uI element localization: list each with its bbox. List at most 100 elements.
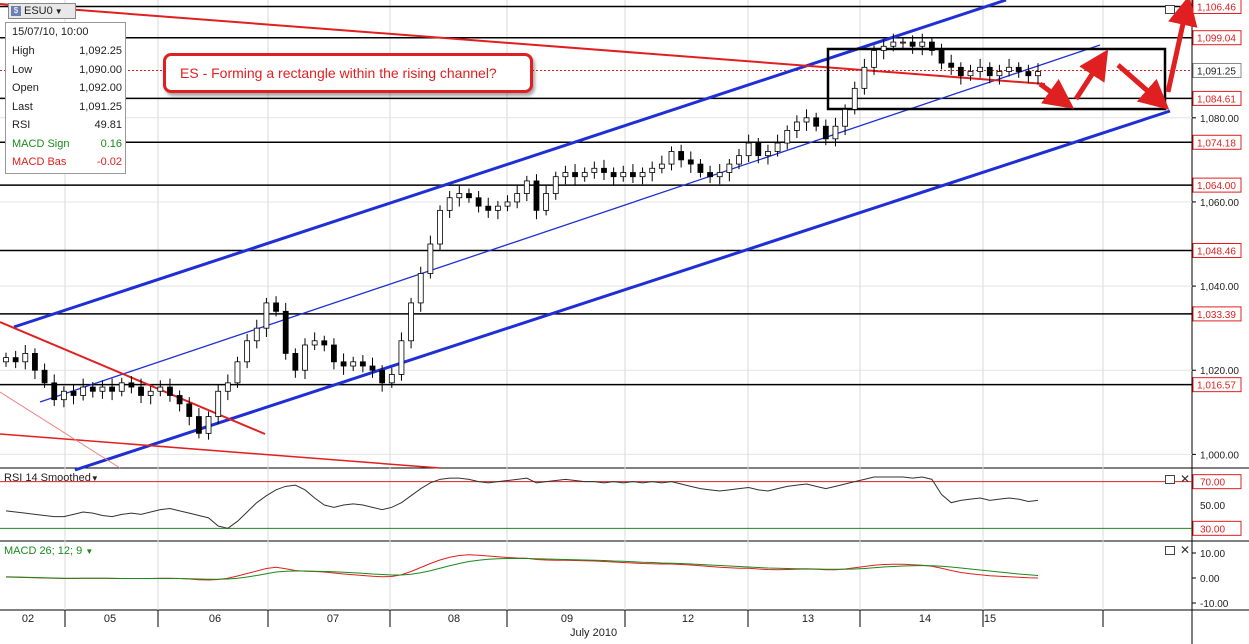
x-tick-label: 12 [682, 613, 694, 625]
candle-body [359, 361, 366, 367]
maximize-pane-button[interactable] [1165, 5, 1175, 14]
projection-arrow-1 [1038, 79, 1075, 109]
candle-body [765, 151, 771, 157]
candle-body [128, 382, 135, 388]
candle-body [562, 172, 569, 178]
level-label: 1,048.46 [1197, 246, 1236, 257]
candle-body [475, 197, 482, 207]
x-tick-label: 15 [984, 613, 996, 625]
macd-close-icon[interactable]: ✕ [1180, 543, 1191, 557]
month-label: July 2010 [570, 627, 618, 639]
symbol-label: ESU0 [24, 5, 53, 17]
projection-arrow-3 [1116, 63, 1170, 110]
info-label: High [12, 45, 35, 57]
candle-body [803, 117, 810, 123]
candle-body [466, 193, 472, 199]
rsi-line [5, 476, 1039, 529]
ohlc-info-panel: 15/07/10, 10:00 High 1,092.25 Low 1,090.00 O… [5, 22, 126, 174]
symbol-tab[interactable]: $ ESU0 ▼ [8, 3, 76, 19]
macd-tick-label: -10.00 [1200, 599, 1229, 610]
macd-maximize-button[interactable] [1165, 546, 1175, 555]
candle-body [408, 302, 414, 342]
candle-body [234, 361, 241, 384]
channel-lower-line [74, 109, 1171, 472]
level-label: 1,074.18 [1197, 138, 1236, 149]
level-label: 1,016.57 [1197, 381, 1236, 392]
candle-body [89, 386, 96, 392]
rsi-maximize-button[interactable] [1165, 475, 1175, 484]
info-value: 49.81 [94, 119, 122, 131]
candle-body [572, 172, 578, 178]
candle-body [900, 41, 906, 44]
price-tick-label: 1,060.00 [1200, 198, 1239, 209]
candle-body [485, 205, 492, 211]
candle-body [678, 151, 685, 161]
level-label-box [1192, 177, 1242, 193]
candle-body [1035, 71, 1041, 77]
candle-body [601, 167, 607, 173]
symbol-icon: $ [11, 6, 21, 16]
info-row-macd-sign: MACD Sign 0.16 [12, 138, 122, 150]
candle-body [369, 365, 376, 371]
candle-body [186, 403, 193, 417]
price-tick-label: 1,020.00 [1200, 366, 1239, 377]
macd-label-text: MACD 26; 12; 9 [4, 545, 83, 557]
chevron-down-icon: ▼ [85, 547, 94, 556]
info-value: 0.16 [100, 137, 122, 150]
candle-body [880, 45, 887, 51]
candle-body [687, 159, 694, 165]
chevron-down-icon: ▼ [90, 474, 99, 483]
candle-body [726, 163, 733, 173]
channel-upper-line [13, 0, 1007, 329]
trend-lines [0, 0, 1171, 472]
rsi-pane-label[interactable]: RSI 14 Smoothed▼ [4, 472, 99, 484]
candle-body [321, 340, 328, 346]
candle-body [311, 340, 318, 346]
candle-body [99, 386, 106, 392]
candle-body [822, 125, 829, 140]
info-row-last: Last 1,091.25 [12, 101, 122, 113]
candle-body [446, 197, 453, 211]
candle-body [957, 66, 964, 77]
level-label-box [1192, 90, 1242, 106]
level-label-box [1192, 0, 1242, 14]
candle-body [630, 172, 636, 178]
chevron-down-icon: ▼ [54, 6, 63, 16]
candle-body [494, 205, 501, 211]
downtrend-line-thin [0, 391, 121, 469]
last-price-label: 1,091.25 [1197, 66, 1236, 77]
candle-body [1015, 66, 1022, 72]
rsi-close-icon[interactable]: ✕ [1180, 472, 1191, 486]
candle-body [707, 172, 713, 178]
macd-signal-line [5, 558, 1039, 580]
candle-body [658, 163, 665, 169]
candle-body [302, 344, 308, 371]
info-row-low: Low 1,090.00 [12, 64, 122, 76]
candle-body [861, 66, 868, 89]
candle-body [514, 193, 521, 203]
info-value: 1,092.25 [79, 45, 122, 57]
candle-body [755, 142, 762, 157]
macd-pane-label[interactable]: MACD 26; 12; 9 ▼ [4, 545, 93, 557]
candle-body [331, 344, 337, 363]
info-label: MACD Sign [12, 137, 70, 150]
level-label: 1,084.61 [1197, 94, 1236, 105]
candle-body [523, 180, 530, 194]
info-row-rsi: RSI 49.81 [12, 119, 122, 131]
projection-arrow-4 [1165, 0, 1198, 93]
info-row-open: Open 1,092.00 [12, 82, 122, 94]
candle-body [456, 193, 463, 199]
candle-body [948, 62, 955, 68]
candle-body [504, 201, 511, 207]
info-row-high: High 1,092.25 [12, 45, 122, 57]
candle-body [967, 71, 974, 77]
info-row-macd-bas: MACD Bas -0.02 [12, 156, 122, 168]
x-tick-label: 14 [919, 613, 931, 625]
rsi-level-box [1192, 474, 1242, 490]
candle-body [437, 209, 443, 245]
price-tick-label: 1,080.00 [1200, 114, 1239, 125]
candle-body [736, 155, 742, 165]
info-value: 1,090.00 [79, 63, 122, 76]
info-value: -0.02 [96, 156, 122, 168]
candle-body [1006, 66, 1012, 72]
